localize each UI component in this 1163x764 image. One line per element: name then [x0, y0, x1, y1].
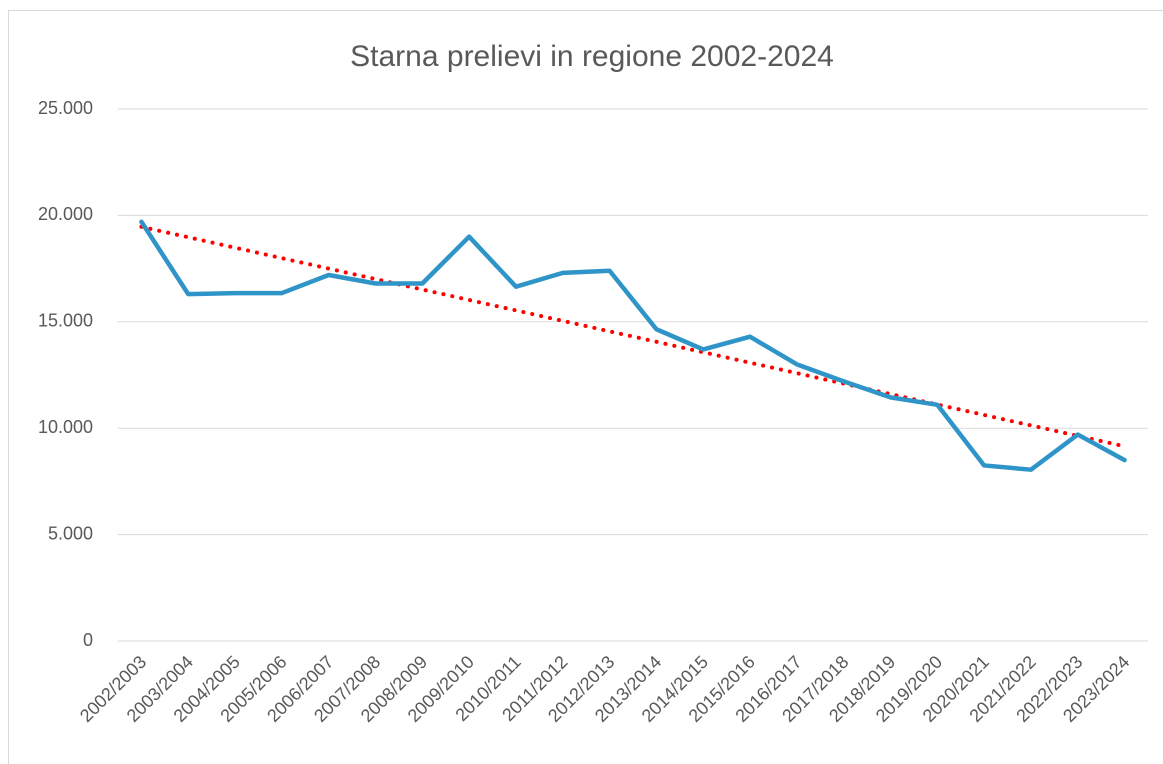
data-line [139, 219, 1127, 472]
y-tick-label: 5.000 [48, 523, 93, 543]
y-tick-label: 10.000 [38, 417, 93, 437]
chart-frame [8, 10, 1163, 764]
y-tick-label: 25.000 [38, 98, 93, 118]
y-tick-label: 20.000 [38, 204, 93, 224]
y-tick-label: 0 [83, 630, 93, 650]
chart-title: Starna prelievi in regione 2002-2024 [350, 40, 834, 73]
y-tick-label: 15.000 [38, 311, 93, 331]
